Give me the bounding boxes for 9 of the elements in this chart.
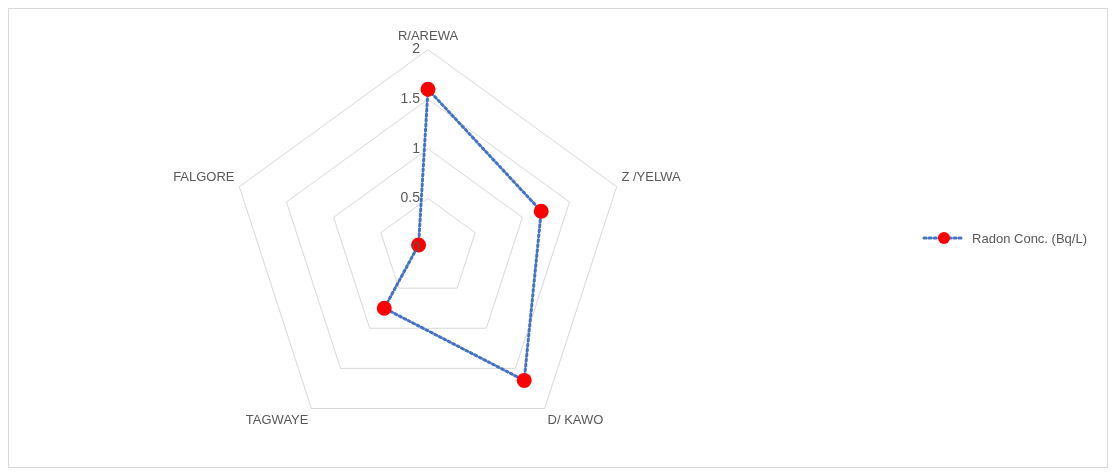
- spoke-label: TAGWAYE: [245, 411, 309, 427]
- y-tick-label: 1: [412, 139, 421, 156]
- legend-label: Radon Conc. (Bq/L): [972, 230, 1087, 246]
- y-tick-label: 1.5: [400, 90, 421, 107]
- spoke-label: FALGORE: [173, 168, 235, 184]
- spoke-label: Z /YELWA: [621, 168, 681, 184]
- y-tick-label: 0.5: [400, 189, 421, 206]
- y-tick-label: 0: [412, 238, 421, 255]
- spoke-label: D/ KAWO: [547, 411, 604, 427]
